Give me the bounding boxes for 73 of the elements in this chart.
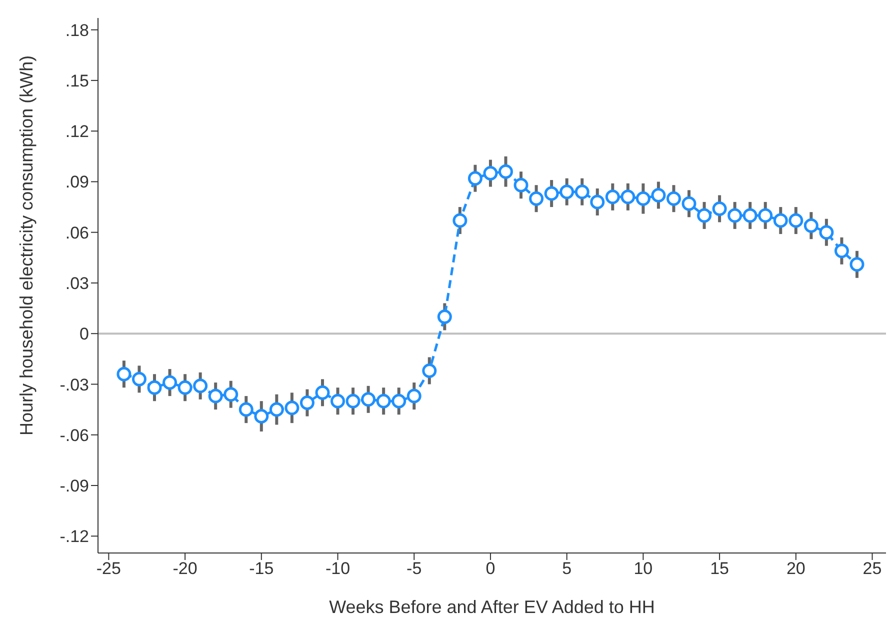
point [422, 363, 437, 378]
y-tick-label: .15 [65, 71, 89, 90]
point [392, 394, 406, 408]
point [712, 201, 727, 216]
point [742, 208, 758, 223]
y-tick-label: -.06 [60, 426, 89, 445]
point [330, 394, 346, 408]
point [788, 213, 804, 228]
x-tick-label: -5 [406, 559, 422, 578]
point [773, 213, 788, 228]
point [269, 402, 284, 417]
x-tick-label: -15 [249, 559, 274, 578]
point [697, 208, 712, 223]
x-tick-label: -20 [172, 559, 198, 578]
point [193, 378, 208, 394]
point [605, 190, 620, 204]
point [300, 396, 314, 410]
point [560, 184, 574, 200]
point [224, 387, 238, 402]
x-axis-title: Weeks Before and After EV Added to HH [329, 597, 655, 617]
point [636, 191, 650, 206]
point [544, 186, 559, 201]
point [132, 372, 146, 386]
point [452, 213, 468, 228]
point [208, 388, 223, 404]
point [162, 375, 178, 390]
point [116, 366, 132, 382]
x-tick-label: -25 [96, 559, 121, 578]
x-tick-label: 5 [562, 559, 572, 578]
point [529, 191, 544, 206]
point [728, 208, 742, 223]
point [682, 196, 696, 211]
point [483, 166, 498, 181]
x-tick-label: 10 [634, 559, 653, 578]
point [315, 385, 330, 400]
x-tick-label: 25 [862, 559, 882, 578]
x-tick-label: 20 [786, 559, 806, 578]
point [620, 190, 636, 204]
point [666, 191, 681, 206]
point [819, 225, 834, 240]
point [498, 164, 513, 179]
point [514, 178, 528, 192]
point [254, 409, 269, 424]
y-tick-label: .03 [65, 274, 89, 294]
y-tick-label: .06 [65, 223, 89, 242]
point [758, 208, 773, 223]
x-tick-label: 0 [486, 559, 496, 578]
point [376, 394, 391, 408]
point [468, 171, 482, 186]
point [834, 244, 849, 258]
point [238, 402, 254, 417]
point [590, 194, 605, 210]
y-tick-label: .09 [65, 172, 89, 192]
point [804, 218, 818, 233]
point [437, 309, 452, 324]
point [850, 257, 864, 272]
y-tick-label: 0 [80, 324, 89, 344]
y-tick-label: -.03 [60, 375, 89, 394]
point [284, 400, 300, 416]
y-tick-label: -.12 [60, 527, 89, 546]
point [651, 188, 666, 202]
point [361, 392, 376, 407]
y-tick-label: .12 [65, 122, 89, 142]
point [574, 184, 590, 200]
x-tick-label: -10 [325, 559, 350, 578]
point [346, 394, 360, 408]
x-tick-label: 15 [710, 559, 730, 578]
point [178, 380, 192, 395]
y-axis-title: Hourly household electricity consumption (kWh) [16, 55, 36, 436]
point [147, 380, 162, 395]
point [406, 388, 422, 404]
y-tick-label: .18 [65, 20, 89, 40]
y-tick-label: -.09 [60, 476, 89, 496]
